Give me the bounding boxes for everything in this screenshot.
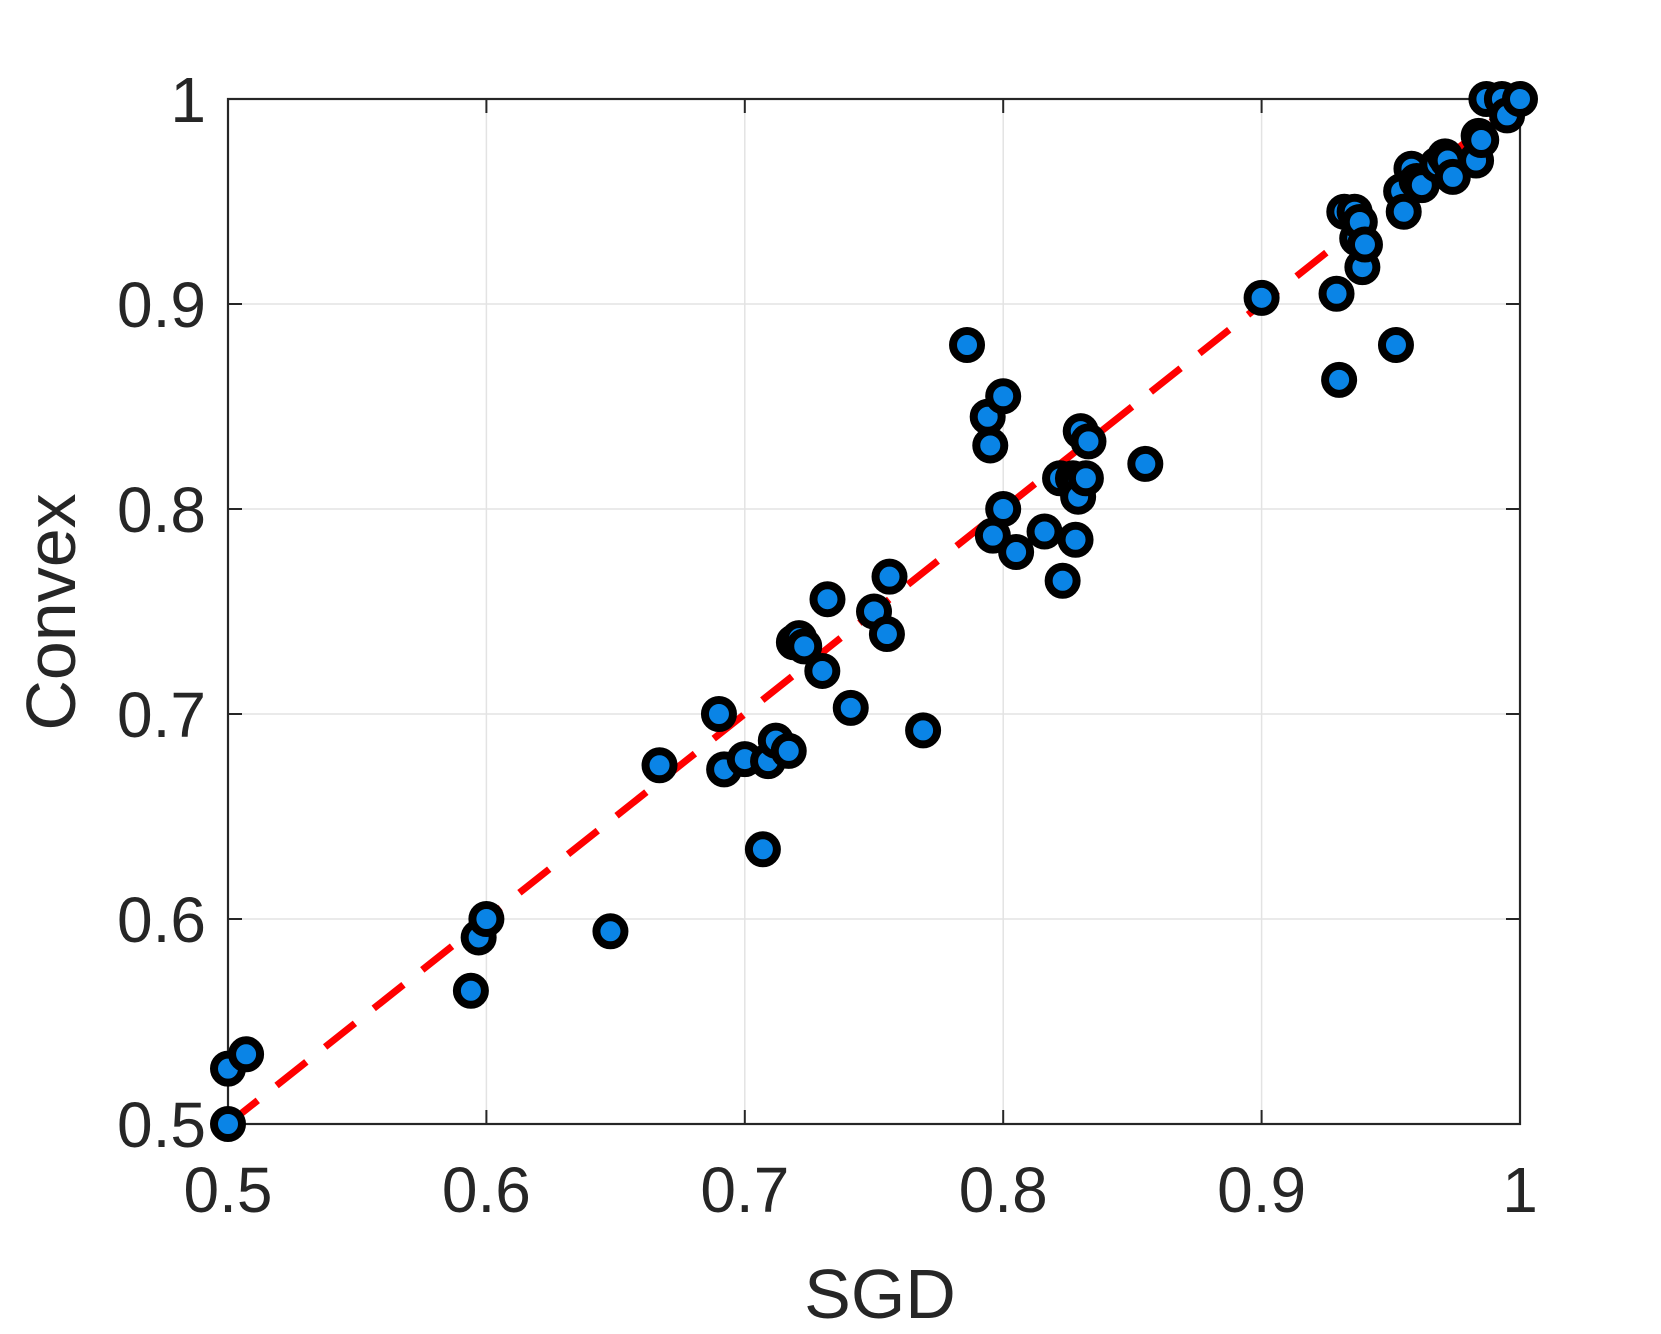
data-point bbox=[1127, 445, 1164, 482]
x-axis-label: SGD bbox=[804, 1255, 956, 1329]
data-point bbox=[1044, 562, 1081, 599]
data-point bbox=[452, 972, 489, 1009]
data-point bbox=[744, 831, 781, 868]
data-points bbox=[210, 81, 1538, 1142]
data-point bbox=[985, 491, 1022, 527]
data-point bbox=[949, 327, 986, 363]
y-tick-label: 1 bbox=[170, 64, 206, 136]
x-tick-label: 0.8 bbox=[959, 1154, 1048, 1226]
grid-lines bbox=[227, 98, 1521, 1125]
y-tick-labels: 0.5 0.6 0.7 0.8 0.9 1 bbox=[117, 64, 206, 1161]
y-tick-label: 0.9 bbox=[117, 269, 206, 341]
data-point bbox=[871, 558, 908, 595]
data-point bbox=[868, 616, 905, 653]
data-point bbox=[985, 378, 1022, 415]
data-point bbox=[1321, 361, 1358, 398]
data-point bbox=[770, 732, 807, 769]
data-point bbox=[1385, 193, 1422, 230]
y-tick-label: 0.5 bbox=[117, 1089, 206, 1161]
x-tick-label: 1 bbox=[1502, 1154, 1538, 1226]
x-tick-label: 0.6 bbox=[442, 1154, 531, 1226]
data-point bbox=[804, 652, 841, 689]
x-tick-label: 0.7 bbox=[700, 1154, 789, 1226]
data-point bbox=[1026, 513, 1063, 550]
x-tick-label: 0.9 bbox=[1217, 1154, 1306, 1226]
data-point bbox=[786, 628, 823, 665]
data-point bbox=[1434, 158, 1471, 195]
data-point bbox=[809, 581, 846, 618]
data-point bbox=[972, 427, 1009, 464]
data-point bbox=[210, 1106, 246, 1142]
data-point bbox=[1057, 521, 1094, 558]
axes-box bbox=[226, 97, 1522, 1126]
x-tick-label: 0.5 bbox=[184, 1154, 273, 1226]
y-axis-label: Convex bbox=[12, 493, 90, 730]
data-point bbox=[1070, 423, 1107, 460]
data-point bbox=[905, 712, 942, 749]
data-point bbox=[700, 696, 737, 732]
data-point bbox=[228, 1036, 265, 1073]
data-point bbox=[1243, 279, 1280, 316]
y-tick-label: 0.6 bbox=[117, 884, 206, 956]
data-point bbox=[1067, 460, 1104, 497]
data-point bbox=[592, 913, 629, 950]
data-point bbox=[1346, 226, 1383, 263]
data-point bbox=[998, 534, 1035, 571]
data-point bbox=[468, 901, 505, 937]
y-tick-label: 0.8 bbox=[117, 474, 206, 546]
data-point bbox=[1502, 81, 1538, 117]
data-point bbox=[832, 689, 869, 726]
data-point bbox=[641, 747, 678, 784]
data-point bbox=[1318, 275, 1355, 312]
data-point bbox=[1463, 122, 1500, 158]
x-tick-labels: 0.5 0.6 0.7 0.8 0.9 1 bbox=[184, 1154, 1538, 1226]
y-tick-label: 0.7 bbox=[117, 679, 206, 751]
data-point bbox=[1377, 327, 1414, 363]
